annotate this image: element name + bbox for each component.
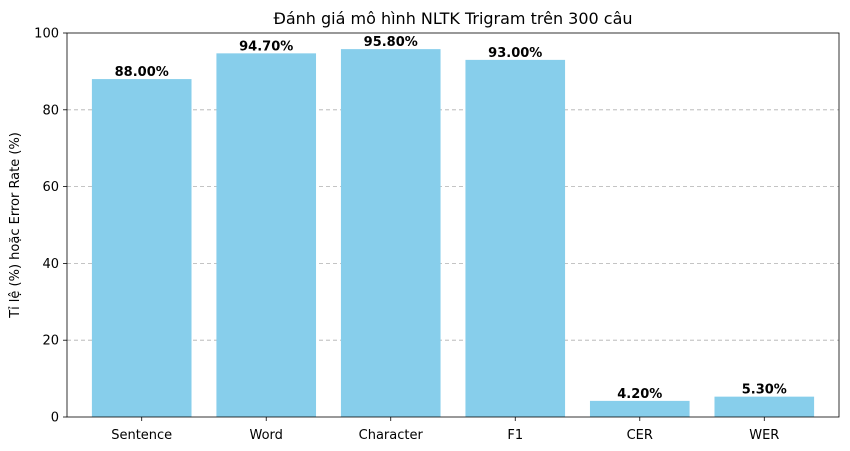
y-axis-ticks: 0 20 40 60 80 100	[34, 27, 67, 426]
x-tick-label: Character	[359, 428, 424, 443]
x-tick-label: F1	[507, 428, 523, 443]
bar	[714, 396, 815, 417]
data-labels: 88.00% 94.70% 95.80% 93.00% 4.20% 5.30%	[115, 35, 787, 402]
x-tick-label: CER	[627, 428, 653, 443]
x-axis-ticks: Sentence Word Character F1 CER WER	[111, 417, 779, 443]
x-tick-label: Word	[250, 428, 283, 443]
bar-value-label: 88.00%	[115, 65, 169, 80]
plot-frame	[66, 32, 840, 418]
y-tick-label: 60	[42, 180, 59, 195]
bar-value-label: 93.00%	[488, 46, 542, 61]
bar	[340, 49, 441, 418]
x-tick-label: WER	[749, 428, 779, 443]
x-tick-label: Sentence	[111, 428, 172, 443]
bar-value-label: 4.20%	[617, 387, 662, 402]
y-tick-label: 20	[42, 334, 59, 349]
bar	[216, 53, 317, 418]
chart-title: Đánh giá mô hình NLTK Trigram trên 300 c…	[273, 9, 632, 28]
y-axis-label: Tỉ lệ (%) hoặc Error Rate (%)	[8, 132, 23, 319]
bar	[465, 59, 566, 417]
y-tick-label: 80	[42, 103, 59, 118]
bars	[91, 49, 815, 418]
bar	[91, 79, 192, 417]
y-tick-label: 0	[51, 411, 59, 426]
y-tick-label: 40	[42, 257, 59, 272]
bar-value-label: 94.70%	[239, 39, 293, 54]
bar-value-label: 5.30%	[742, 383, 787, 398]
y-tick-label: 100	[34, 27, 59, 42]
grid-lines	[67, 109, 839, 341]
bar-value-label: 95.80%	[364, 35, 418, 50]
bar	[589, 400, 690, 417]
